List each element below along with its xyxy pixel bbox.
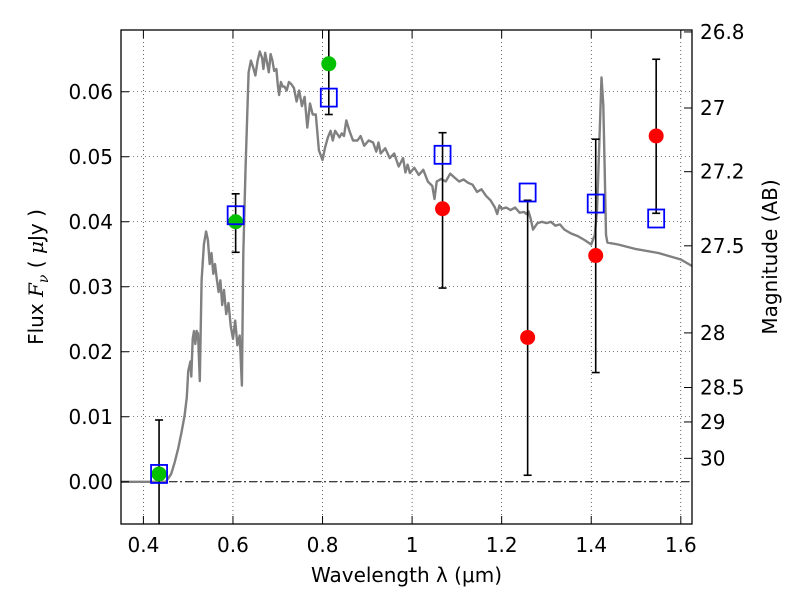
y-tick-label: 0.02 [68, 340, 113, 364]
y2-tick-label: 30 [700, 446, 725, 470]
x-tick-label: 0.8 [307, 533, 339, 557]
y-tick-label: 0.03 [68, 275, 113, 299]
x-tick-label: 0.6 [217, 533, 249, 557]
y-axis-title-prefix: Flux [24, 297, 48, 345]
model-point-square [150, 464, 168, 484]
data-point-circle [151, 466, 167, 482]
x-tick-label: 1 [406, 533, 419, 557]
y-tick-label: 0.05 [68, 145, 113, 169]
y2-tick-label: 27 [700, 96, 725, 120]
y2-tick-label: 27.2 [700, 160, 745, 184]
y-tick-label: 0.00 [68, 470, 113, 494]
x-tick-label: 1.6 [665, 533, 697, 557]
y2-tick-label: 28.5 [700, 376, 745, 400]
model-point-square [518, 182, 537, 203]
data-point-circle [588, 248, 604, 264]
data-point-circle [648, 128, 664, 144]
x-axis-title: Wavelength λ (μm) [311, 563, 502, 587]
model-point-square [433, 144, 452, 165]
y2-axis-title: Magnitude (AB) [758, 179, 782, 334]
y-axis-title: Flux Fν ( μJy ) [24, 209, 52, 345]
data-markers [150, 56, 666, 484]
y2-tick-label: 27.5 [700, 234, 745, 258]
model-point-square [586, 193, 605, 214]
tick-marks [121, 30, 692, 524]
y2-tick-label: 26.8 [700, 20, 745, 44]
x-tick-label: 0.4 [127, 533, 159, 557]
data-point-circle [435, 201, 451, 217]
model-point-square [319, 87, 338, 108]
y2-tick-label: 28 [700, 321, 725, 345]
x-tick-label: 1.4 [575, 533, 607, 557]
y-axis-title-unit-rest: Jy ) [24, 209, 48, 243]
y-tick-label: 0.06 [68, 80, 113, 104]
x-tick-label: 1.2 [486, 533, 518, 557]
y-axis-title-unit-mu: μ [24, 241, 48, 254]
tick-labels: 0.4 0.6 0.8 1 1.2 1.4 1.6 0.00 0.01 0.02 0.03 0.04 0… [68, 20, 744, 557]
data-point-circle [321, 56, 337, 72]
y-axis-title-subscript: ν [36, 274, 52, 283]
y-tick-label: 0.04 [68, 210, 113, 234]
y-axis-title-unit-open: ( [24, 254, 48, 275]
y2-tick-label: 29 [700, 410, 725, 434]
data-point-circle [228, 214, 244, 230]
y-axis-title-symbol: F [24, 282, 48, 298]
data-point-circle [520, 329, 536, 345]
model-point-square [226, 205, 245, 226]
y-tick-label: 0.01 [68, 405, 113, 429]
model-point-square [647, 208, 666, 229]
plot-frame [120, 29, 693, 525]
